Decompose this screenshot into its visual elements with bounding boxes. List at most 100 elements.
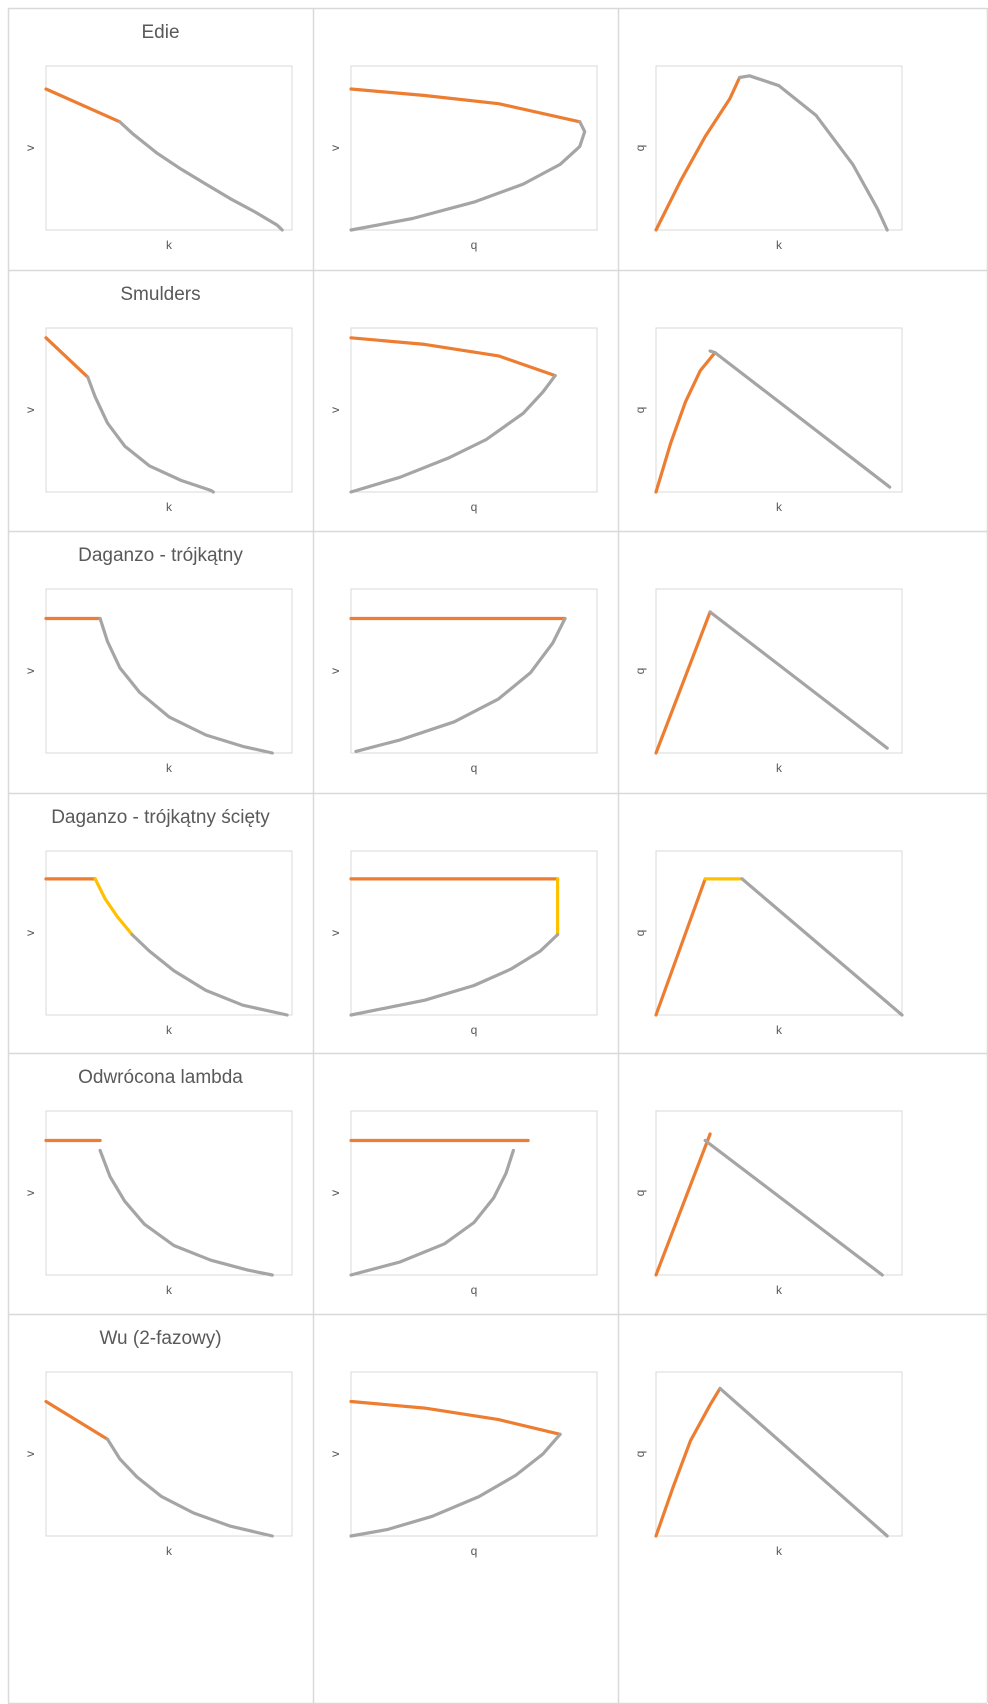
x-axis-label: k bbox=[166, 238, 173, 252]
series-line bbox=[44, 1399, 110, 1441]
model-title: Edie bbox=[141, 22, 180, 43]
series-line bbox=[654, 610, 712, 755]
line-chart: qv bbox=[328, 1371, 598, 1558]
x-axis-label: k bbox=[776, 238, 783, 252]
x-axis-label: k bbox=[166, 761, 173, 775]
series-line bbox=[130, 933, 289, 1017]
x-axis-label: q bbox=[471, 238, 478, 252]
plot-area bbox=[350, 327, 598, 493]
x-axis-label: k bbox=[776, 500, 783, 514]
plot-area bbox=[45, 850, 293, 1016]
y-axis-label: v bbox=[328, 407, 342, 413]
series-line bbox=[98, 1148, 274, 1277]
line-chart: kq bbox=[633, 1371, 903, 1558]
plot-area bbox=[655, 327, 903, 493]
y-axis-label: q bbox=[633, 407, 647, 414]
line-chart: kq bbox=[633, 850, 904, 1037]
series-line bbox=[349, 336, 557, 378]
line-chart: kv bbox=[23, 1371, 293, 1558]
line-chart: qv bbox=[328, 850, 598, 1037]
series-line bbox=[44, 336, 90, 379]
series-line bbox=[737, 74, 889, 232]
y-axis-label: v bbox=[328, 145, 342, 151]
x-axis-label: k bbox=[776, 1283, 783, 1297]
plot-area bbox=[350, 65, 598, 231]
y-axis-label: q bbox=[633, 930, 647, 937]
series-line bbox=[654, 1386, 722, 1538]
plot-area bbox=[45, 327, 293, 493]
model-title: Wu (2-fazowy) bbox=[99, 1328, 222, 1349]
x-axis-label: k bbox=[776, 1023, 783, 1037]
x-axis-label: k bbox=[166, 1283, 173, 1297]
line-chart: kq bbox=[633, 65, 903, 252]
line-chart: kq bbox=[633, 327, 903, 514]
model-title: Daganzo - trójkątny ścięty bbox=[51, 807, 270, 828]
plot-area bbox=[350, 850, 598, 1016]
series-line bbox=[354, 616, 567, 753]
x-axis-label: k bbox=[166, 1544, 173, 1558]
line-chart: qv bbox=[328, 588, 598, 775]
series-line bbox=[654, 1132, 712, 1277]
x-axis-label: q bbox=[471, 1023, 478, 1037]
line-chart: kv bbox=[23, 850, 293, 1037]
line-chart: kv bbox=[23, 1110, 293, 1297]
y-axis-label: v bbox=[23, 1451, 37, 1457]
plot-area bbox=[350, 1110, 598, 1276]
y-axis-label: v bbox=[328, 1190, 342, 1196]
series-line bbox=[349, 87, 582, 124]
series-line bbox=[349, 1148, 515, 1277]
series-line bbox=[349, 120, 587, 232]
x-axis-label: q bbox=[471, 1544, 478, 1558]
chart-cell: Odwrócona lambda k v bbox=[8, 1053, 313, 1314]
y-axis-label: q bbox=[633, 145, 647, 152]
chart-cell: Wu (2-fazowy) k v bbox=[8, 1314, 313, 1703]
series-line bbox=[740, 877, 904, 1017]
y-axis-label: q bbox=[633, 1451, 647, 1458]
x-axis-label: q bbox=[471, 500, 478, 514]
line-chart: kv bbox=[23, 65, 293, 252]
model-title: Daganzo - trójkątny bbox=[78, 545, 243, 566]
y-axis-label: v bbox=[23, 930, 37, 936]
line-chart: kq bbox=[633, 1110, 903, 1297]
y-axis-label: v bbox=[328, 1451, 342, 1457]
series-line bbox=[86, 375, 215, 494]
line-chart: kv bbox=[23, 588, 293, 775]
y-axis-label: v bbox=[23, 145, 37, 151]
x-axis-label: q bbox=[471, 761, 478, 775]
plot-area bbox=[655, 1110, 903, 1276]
y-axis-label: v bbox=[23, 1190, 37, 1196]
plot-area bbox=[655, 1371, 903, 1537]
series-line bbox=[349, 933, 560, 1017]
series-line bbox=[703, 1138, 884, 1277]
x-axis-label: q bbox=[471, 1283, 478, 1297]
plot-area bbox=[45, 1371, 293, 1537]
chart-cell: Daganzo - trójkątny ścięty k v bbox=[8, 793, 313, 1053]
y-axis-label: q bbox=[633, 668, 647, 675]
line-chart: qv bbox=[328, 65, 598, 252]
y-axis-label: v bbox=[328, 668, 342, 674]
line-chart: kv bbox=[23, 327, 293, 514]
series-line bbox=[98, 616, 274, 755]
x-axis-label: k bbox=[776, 1544, 783, 1558]
series-line bbox=[654, 350, 717, 494]
y-axis-label: v bbox=[23, 407, 37, 413]
series-line bbox=[718, 1386, 889, 1538]
plot-area bbox=[655, 588, 903, 754]
chart-cell: Smulders k v bbox=[8, 270, 313, 531]
series-line bbox=[349, 1399, 562, 1436]
y-axis-label: v bbox=[23, 668, 37, 674]
plot-area bbox=[655, 65, 903, 231]
series-line bbox=[93, 877, 134, 937]
